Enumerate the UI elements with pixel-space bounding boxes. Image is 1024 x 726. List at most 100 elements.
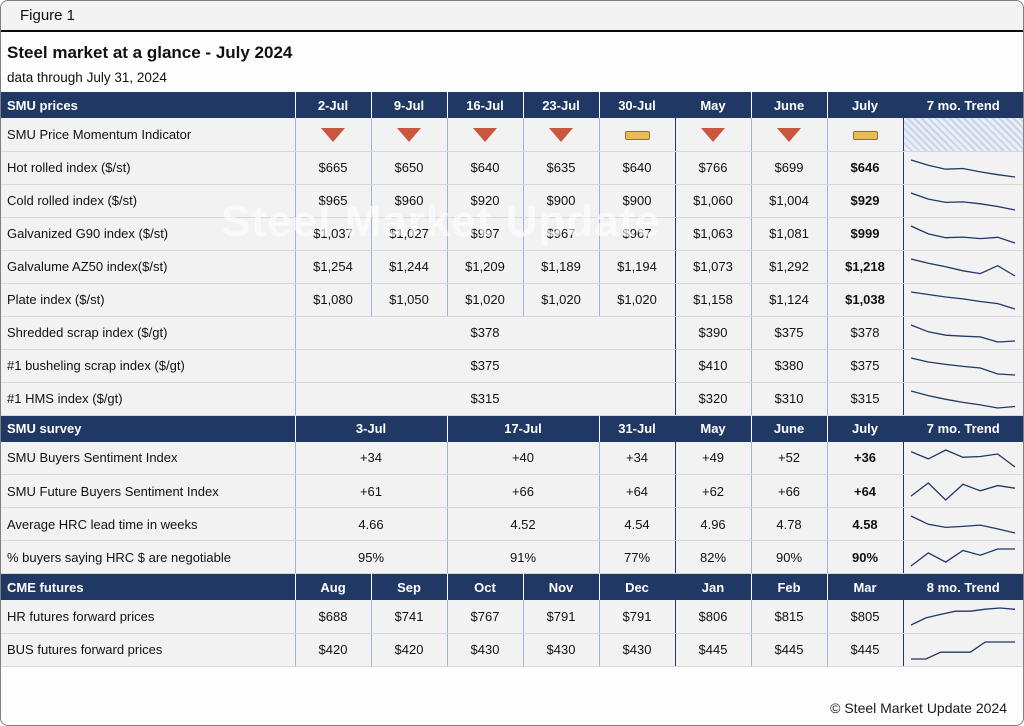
table-row: SMU Buyers Sentiment Index +34 +40 +34 +49 +5… <box>1 441 1023 475</box>
cme_futures-table: CME futures Aug Sep Oct Nov Dec Jan Feb Mar 8 mo.… <box>1 574 1023 667</box>
column-header: Feb <box>750 574 827 600</box>
value-cell: $1,209 <box>446 250 523 284</box>
trend-cell <box>902 349 1023 383</box>
value-cell: $967 <box>598 217 675 251</box>
value-cell: +66 <box>446 474 600 508</box>
column-header: Sep <box>370 574 447 600</box>
smu_survey-table: SMU survey 3-Jul 17-Jul 31-Jul May June July 7 … <box>1 415 1023 574</box>
row-label: Galvanized G90 index ($/st) <box>1 217 295 251</box>
table-row: SMU Future Buyers Sentiment Index +61 +66 +… <box>1 474 1023 508</box>
trend-sparkline <box>910 515 1016 534</box>
value-cell: $791 <box>522 600 599 634</box>
table-row: Shredded scrap index ($/gt) $378 $390 $375 $… <box>1 316 1023 350</box>
value-cell: $320 <box>674 382 751 416</box>
trend-header: 8 mo. Trend <box>902 574 1023 600</box>
trend-header: 7 mo. Trend <box>902 92 1023 118</box>
value-cell: $741 <box>370 600 447 634</box>
copyright: © Steel Market Update 2024 <box>830 700 1007 716</box>
row-label: SMU Price Momentum Indicator <box>1 118 295 152</box>
value-cell: $1,020 <box>522 283 599 317</box>
value-cell <box>750 118 827 152</box>
value-cell: $815 <box>750 600 827 634</box>
value-cell: $1,037 <box>294 217 371 251</box>
value-cell: $1,060 <box>674 184 751 218</box>
row-label: Average HRC lead time in weeks <box>1 507 295 541</box>
header-row: CME futures Aug Sep Oct Nov Dec Jan Feb Mar 8 mo.… <box>1 574 1023 600</box>
column-header: 17-Jul <box>446 415 600 442</box>
value-cell: $430 <box>446 633 523 667</box>
value-cell: $310 <box>750 382 827 416</box>
trend-sparkline <box>911 640 1016 660</box>
value-cell: $920 <box>446 184 523 218</box>
figure-header-bar: Figure 1 <box>1 1 1023 32</box>
value-cell: $1,194 <box>598 250 675 284</box>
table-title: SMU prices <box>1 92 295 118</box>
trend-cell <box>902 250 1023 284</box>
row-label: Hot rolled index ($/st) <box>1 151 295 185</box>
value-cell: +49 <box>674 441 752 475</box>
table-row: % buyers saying HRC $ are negotiable 95% 9… <box>1 540 1023 574</box>
value-cell: 4.78 <box>750 507 828 541</box>
value-cell: $375 <box>294 349 675 383</box>
trend-cell <box>902 600 1023 634</box>
value-cell: $1,189 <box>522 250 599 284</box>
column-header: Dec <box>598 574 675 600</box>
trend-sparkline <box>911 356 1016 376</box>
trend-sparkline <box>911 158 1016 178</box>
trend-cell <box>902 217 1023 251</box>
value-cell <box>522 118 599 152</box>
value-cell <box>598 118 675 152</box>
value-cell: $640 <box>446 151 523 185</box>
value-cell: $380 <box>750 349 827 383</box>
table-row: Galvanized G90 index ($/st) $1,037 $1,027 $… <box>1 217 1023 251</box>
value-cell: $445 <box>674 633 751 667</box>
column-header: Mar <box>826 574 903 600</box>
trend-cell <box>902 633 1023 667</box>
row-label: % buyers saying HRC $ are negotiable <box>1 540 295 574</box>
table-row: Cold rolled index ($/st) $965 $960 $920 $900… <box>1 184 1023 218</box>
value-cell: +61 <box>294 474 447 508</box>
header-row: SMU survey 3-Jul 17-Jul 31-Jul May June July 7 … <box>1 415 1023 442</box>
trend-header: 7 mo. Trend <box>902 415 1023 442</box>
value-cell: $766 <box>674 151 751 185</box>
table-row: SMU Price Momentum Indicator <box>1 118 1023 152</box>
value-cell: $967 <box>522 217 599 251</box>
trend-cell <box>902 474 1023 508</box>
value-cell: $960 <box>370 184 447 218</box>
value-cell: 82% <box>674 540 752 574</box>
value-cell: 91% <box>446 540 600 574</box>
value-cell: $410 <box>674 349 751 383</box>
tables-region: SMU prices 2-Jul 9-Jul 16-Jul 23-Jul 30-Jul Ma… <box>1 92 1023 667</box>
trend-hatch <box>902 118 1023 152</box>
value-cell: $445 <box>826 633 903 667</box>
figure-label: Figure 1 <box>20 7 76 24</box>
column-header: 23-Jul <box>522 92 599 118</box>
value-cell: 4.54 <box>598 507 676 541</box>
smu-survey-table-mount: SMU survey 3-Jul 17-Jul 31-Jul May June July 7 … <box>1 415 1023 574</box>
value-cell: $1,020 <box>446 283 523 317</box>
column-header: 16-Jul <box>446 92 523 118</box>
momentum-down-icon <box>701 128 725 143</box>
row-label: #1 HMS index ($/gt) <box>1 382 295 416</box>
value-cell: $315 <box>294 382 675 416</box>
page-title: Steel market at a glance - July 2024 <box>7 43 293 62</box>
value-cell: $688 <box>294 600 371 634</box>
value-cell: $791 <box>598 600 675 634</box>
value-cell: $806 <box>674 600 751 634</box>
trend-sparkline <box>911 323 1016 343</box>
trend-cell <box>902 382 1023 416</box>
table-title: CME futures <box>1 574 295 600</box>
subtitle: data through July 31, 2024 <box>7 70 167 85</box>
value-cell <box>294 118 371 152</box>
value-cell <box>826 118 903 152</box>
momentum-down-icon <box>549 128 573 143</box>
table-row: #1 HMS index ($/gt) $315 $320 $310 $315 <box>1 382 1023 416</box>
value-cell: $1,020 <box>598 283 675 317</box>
value-cell: $445 <box>750 633 827 667</box>
trend-sparkline <box>911 290 1016 310</box>
column-header: July <box>826 415 904 442</box>
table-row: HR futures forward prices $688 $741 $767 $79… <box>1 600 1023 634</box>
momentum-down-icon <box>777 128 801 143</box>
momentum-down-icon <box>321 128 345 143</box>
value-cell: 77% <box>598 540 676 574</box>
